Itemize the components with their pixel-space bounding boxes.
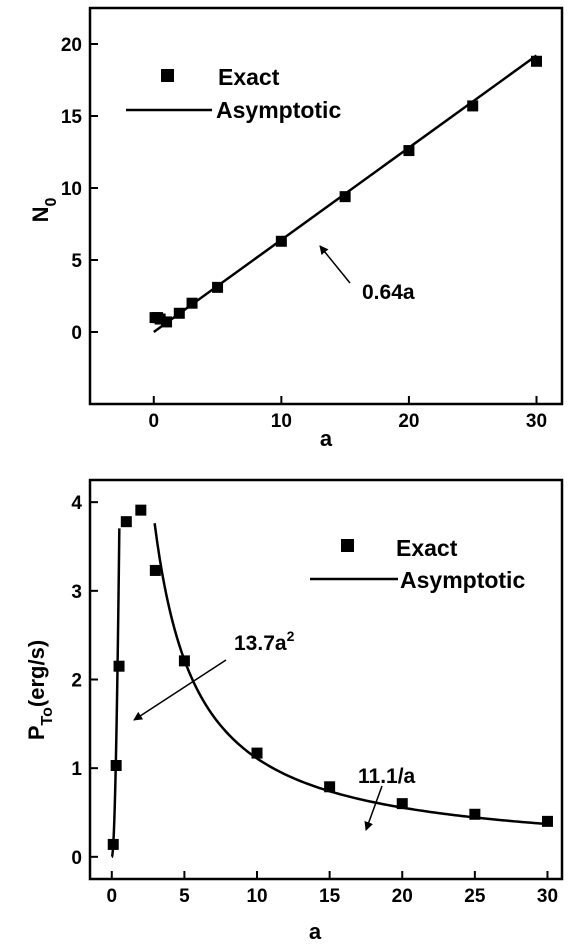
y-tick-label: 20 [61,35,82,56]
exact-point [403,145,415,157]
asymptotic-curve-small-a [110,528,121,859]
annotation-label: 11.1/a [358,765,416,788]
exact-points-group [149,55,542,328]
exact-point [467,100,479,112]
x-tick-label: 20 [392,886,413,907]
exact-point [135,504,147,516]
x-axis-title: a [320,426,333,451]
x-tick-label: 25 [464,886,486,907]
x-tick-label: 0 [148,411,159,432]
legend-exact-label: Exact [218,64,280,90]
y-tick-label: 2 [71,671,82,692]
y-axis-title-main: P [24,725,49,740]
y-tick-label: 3 [71,582,82,603]
x-tick-label: 10 [246,886,267,907]
exact-point [275,235,287,247]
legend: Exact Asymptotic [310,535,525,593]
y-tick-label: 4 [71,493,82,514]
y-tick-label: 15 [61,107,83,128]
legend-asymptotic-label: Asymptotic [216,97,341,123]
exact-point [251,747,263,759]
exact-point [178,655,190,667]
x-tick-labels: 0 5 10 15 20 25 30 [106,886,558,907]
legend-asymptotic-label: Asymptotic [400,567,525,593]
annotation-arrow [133,659,227,721]
axis-ticks [90,43,538,404]
exact-point [541,815,553,827]
x-tick-labels: 0 10 20 30 [148,411,547,432]
exact-point [110,760,122,772]
y-tick-label: 0 [71,323,82,344]
plot-frame [88,6,564,406]
y-tick-labels: 0 1 2 3 4 [71,493,82,869]
svg-text:13.7a2: 13.7a2 [234,628,295,655]
y-axis-title-unit: (erg/s) [24,640,49,707]
x-tick-label: 30 [537,886,558,907]
exact-points-group [107,504,553,850]
x-tick-label: 20 [398,411,419,432]
exact-point [113,660,125,672]
y-tick-label: 10 [61,179,82,200]
x-axis-title: a [309,919,322,944]
y-tick-label: 1 [71,759,82,780]
x-tick-label: 0 [106,886,117,907]
y-axis-title: PTo(erg/s) [24,640,56,740]
y-axis-title-subscript: 0 [43,198,60,207]
y-axis-title-subscript: To [39,707,56,726]
x-tick-label: 15 [319,886,341,907]
x-tick-label: 30 [526,411,547,432]
exact-point [107,838,119,850]
exact-point [324,781,336,793]
exact-point [120,516,132,528]
exact-point [186,297,198,309]
y-tick-labels: 0 5 10 15 20 [61,35,83,344]
annotation-arrow [364,785,383,831]
svg-text:N0: N0 [28,198,60,223]
annotation-arrow [319,245,351,284]
legend-exact-label: Exact [396,535,458,561]
asymptotic-curve-large-a [153,523,548,826]
annotation-0-64a: 0.64a [319,245,415,304]
exact-point [154,313,166,325]
legend-exact-marker [161,69,174,82]
exact-point [469,808,481,820]
y-axis-title: N0 [28,198,60,223]
y-tick-label: 5 [71,251,82,272]
axis-ticks [90,501,549,879]
exact-point [149,564,161,576]
x-tick-label: 10 [271,411,292,432]
y-axis-title-main: N [28,207,53,223]
y-tick-label: 0 [71,848,82,869]
annotation-11-1-a: 11.1/a [358,765,416,831]
svg-text:PTo(erg/s): PTo(erg/s) [24,640,56,740]
exact-point [530,55,542,67]
legend-exact-marker [341,539,354,552]
exact-point [396,798,408,810]
chart-pto-vs-a: 0 5 10 15 20 25 30 0 1 2 3 4 a PTo(erg/s) Exact As… [24,478,564,944]
exact-point [212,281,224,293]
annotation-13-7a2: 13.7a2 [133,628,295,721]
legend: Exact Asymptotic [126,64,341,123]
exact-point [339,191,351,203]
exact-point [161,316,173,328]
annotation-superscript: 2 [287,628,295,644]
exact-point [173,307,185,319]
annotation-label: 13.7a [234,632,287,655]
annotation-label: 0.64a [362,281,415,304]
x-tick-label: 5 [179,886,190,907]
